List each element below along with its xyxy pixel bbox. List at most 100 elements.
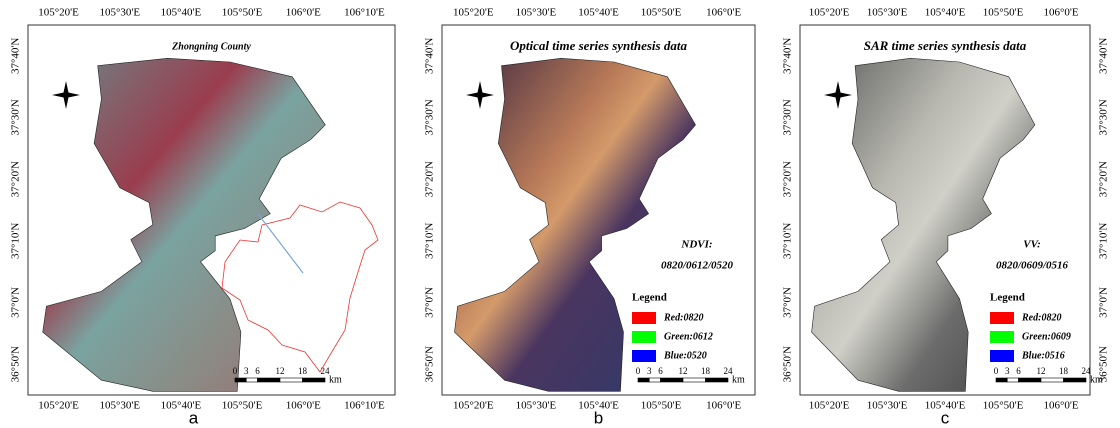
longitude-label: 105°40'E	[161, 7, 202, 19]
longitude-label: 105°50'E	[641, 400, 682, 412]
band-label: VV:	[1023, 239, 1041, 251]
scale-bar	[235, 378, 246, 382]
band-dates: 0820/0609/0516	[996, 260, 1069, 272]
latitude-label: 37°40'N	[10, 38, 22, 74]
longitude-label: 105°20'E	[809, 7, 850, 19]
county-image	[43, 58, 326, 391]
scale-bar	[246, 378, 257, 382]
scale-label: 18	[298, 366, 308, 376]
panel-title: Optical time series synthesis data	[510, 38, 687, 53]
scale-label: 6	[1016, 366, 1021, 376]
longitude-label: 106°0'E	[706, 7, 741, 19]
legend-swatch	[990, 312, 1014, 324]
scale-unit: km	[1090, 374, 1103, 385]
scale-bar	[1007, 378, 1018, 382]
longitude-label: 105°30'E	[99, 400, 140, 412]
longitude-label: 106°10'E	[344, 400, 385, 412]
scale-label: 12	[679, 366, 688, 376]
latitude-label: 37°30'N	[424, 99, 436, 135]
panel-letter: c	[941, 408, 950, 427]
scale-label: 0	[994, 366, 999, 376]
longitude-label: 105°20'E	[38, 7, 79, 19]
longitude-label: 106°0'E	[286, 7, 321, 19]
scale-label: 3	[647, 366, 652, 376]
legend-item: Green:0609	[1022, 331, 1071, 342]
latitude-label: 37°40'N	[1098, 38, 1110, 74]
band-dates: 0820/0612/0520	[661, 260, 734, 272]
panel-letter: b	[594, 408, 603, 427]
figure: Zhongning County 105°20'E 105°30'E 105°40'E…	[0, 0, 1120, 428]
longitude-label: 105°50'E	[983, 7, 1024, 19]
longitude-label: 105°30'E	[516, 7, 557, 19]
scale-bar	[706, 378, 729, 382]
longitude-label: 106°0'E	[1043, 7, 1078, 19]
longitude-label: 105°30'E	[867, 7, 908, 19]
compass	[824, 92, 852, 98]
latitude-label: 37°0'N	[424, 287, 436, 318]
legend-item: Red:0820	[663, 312, 703, 323]
legend-swatch	[632, 312, 656, 324]
scale-bar	[649, 378, 660, 382]
scale-bar	[1019, 378, 1042, 382]
latitude-label: 37°0'N	[10, 287, 22, 318]
longitude-label: 105°30'E	[99, 7, 140, 19]
longitude-label: 105°20'E	[809, 400, 850, 412]
longitude-label: 105°50'E	[222, 400, 263, 412]
longitude-label: 106°0'E	[706, 400, 741, 412]
scale-label: 3	[244, 366, 249, 376]
scale-bar	[638, 378, 649, 382]
latitude-label: 37°0'N	[782, 287, 794, 318]
compass	[52, 92, 80, 98]
legend-swatch	[632, 331, 656, 343]
legend-swatch	[990, 350, 1014, 362]
legend-swatch	[990, 331, 1014, 343]
panel-title: Zhongning County	[171, 41, 251, 52]
longitude-label: 105°20'E	[453, 400, 494, 412]
latitude-label: 37°0'N	[1098, 287, 1110, 318]
longitude-label: 105°50'E	[641, 7, 682, 19]
scale-label: 6	[658, 366, 663, 376]
legend-title: Legend	[632, 292, 667, 304]
scale-unit: km	[732, 374, 745, 385]
compass	[466, 92, 494, 98]
scale-bar	[1064, 378, 1087, 382]
latitude-label: 37°30'N	[10, 99, 22, 135]
latitude-label: 37°20'N	[1098, 161, 1110, 197]
latitude-label: 37°40'N	[424, 38, 436, 74]
longitude-label: 105°40'E	[578, 7, 619, 19]
panel-title: SAR time series synthesis data	[864, 38, 1027, 53]
scale-bar	[303, 378, 326, 382]
scale-label: 12	[1037, 366, 1046, 376]
legend-item: Blue:0520	[663, 350, 707, 361]
longitude-label: 105°30'E	[867, 400, 908, 412]
longitude-label: 106°0'E	[286, 400, 321, 412]
latitude-label: 37°40'N	[782, 38, 794, 74]
county-image	[455, 58, 696, 391]
longitude-label: 105°30'E	[516, 400, 557, 412]
latitude-label: 37°30'N	[782, 99, 794, 135]
scale-label: 18	[1059, 366, 1069, 376]
longitude-label: 105°40'E	[925, 7, 966, 19]
latitude-label: 37°10'N	[424, 223, 436, 259]
latitude-label: 37°10'N	[10, 223, 22, 259]
longitude-label: 105°50'E	[983, 400, 1024, 412]
latitude-label: 36°50'N	[10, 346, 22, 382]
legend-item: Green:0612	[664, 331, 713, 342]
band-label: NDVI:	[680, 239, 712, 251]
legend-item: Blue:0516	[1021, 350, 1065, 361]
legend-item: Red:0820	[1021, 312, 1061, 323]
scale-bar	[996, 378, 1007, 382]
longitude-label: 106°10'E	[344, 7, 385, 19]
longitude-label: 105°20'E	[453, 7, 494, 19]
scale-unit: km	[329, 374, 342, 385]
scale-label: 12	[276, 366, 285, 376]
scale-bar	[1041, 378, 1064, 382]
longitude-label: 105°50'E	[222, 7, 263, 19]
location-arrow	[258, 214, 303, 273]
latitude-label: 37°10'N	[782, 223, 794, 259]
legend-swatch	[632, 350, 656, 362]
scale-label: 0	[636, 366, 641, 376]
scale-bar	[683, 378, 706, 382]
scale-label: 3	[1005, 366, 1010, 376]
latitude-label: 37°20'N	[10, 161, 22, 197]
